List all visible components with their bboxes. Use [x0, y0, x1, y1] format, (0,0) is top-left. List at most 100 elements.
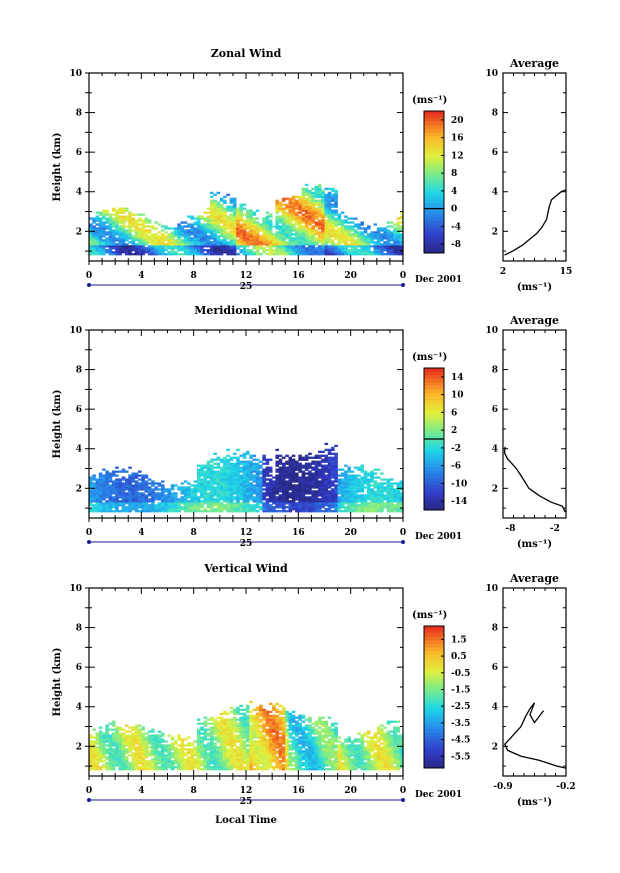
- heatmap-cell: [115, 219, 119, 222]
- heatmap-cell: [331, 195, 335, 198]
- heatmap-cell: [285, 215, 289, 218]
- heatmap-cell: [95, 219, 100, 222]
- heatmap-cell: [334, 191, 338, 195]
- heatmap-cell: [144, 229, 149, 232]
- heatmap-cell: [177, 768, 181, 771]
- heatmap-cell: [98, 235, 103, 238]
- heatmap-cell: [242, 484, 247, 487]
- heatmap-cell: [154, 239, 158, 242]
- heatmap-cell: [105, 750, 109, 753]
- heatmap-cell: [386, 247, 391, 250]
- heatmap-cell: [226, 207, 230, 210]
- heatmap-cell: [98, 756, 103, 759]
- heatmap-cell: [357, 482, 361, 485]
- heatmap-cell: [239, 251, 244, 254]
- heatmap-cell: [331, 221, 335, 224]
- heatmap-cell: [301, 241, 306, 244]
- heatmap-cell: [321, 478, 325, 481]
- heatmap-cell: [98, 472, 103, 475]
- heatmap-cell: [363, 486, 368, 489]
- heatmap-cell: [216, 466, 221, 469]
- heatmap-cell: [367, 249, 371, 252]
- heatmap-cell: [111, 738, 116, 741]
- heatmap-cell: [115, 251, 119, 254]
- heatmap-cell: [223, 249, 227, 252]
- heatmap-cell: [216, 249, 221, 252]
- heatmap-cell: [288, 229, 293, 232]
- heatmap-cell: [327, 450, 332, 453]
- heatmap-cell: [183, 500, 188, 503]
- heatmap-cell: [89, 490, 93, 493]
- heatmap-cell: [311, 460, 315, 463]
- heatmap-cell: [183, 492, 188, 495]
- heatmap-cell: [108, 233, 113, 236]
- heatmap-cell: [252, 508, 257, 511]
- heatmap-cell: [370, 494, 374, 497]
- heatmap-cell: [105, 231, 109, 234]
- heatmap-cell: [317, 233, 322, 236]
- heatmap-cell: [232, 251, 237, 254]
- heatmap-cell: [255, 486, 260, 489]
- heatmap-cell: [363, 253, 368, 256]
- heatmap-cell: [396, 221, 401, 224]
- heatmap-cell: [386, 510, 391, 513]
- heatmap-cell: [229, 243, 234, 246]
- heatmap-cell: [98, 492, 103, 495]
- heatmap-cell: [367, 484, 371, 487]
- heatmap-cell: [340, 492, 345, 495]
- heatmap-cell: [95, 736, 100, 739]
- heatmap-cell: [350, 241, 355, 244]
- heatmap-cell: [337, 510, 342, 513]
- heatmap-cell: [216, 462, 221, 465]
- colorbar-segment: [424, 224, 444, 229]
- heatmap-cell: [344, 225, 348, 228]
- heatmap-cell: [285, 470, 289, 473]
- colorbar-segment: [424, 414, 444, 419]
- heatmap-cell: [278, 468, 283, 471]
- heatmap-cell: [147, 219, 152, 222]
- heatmap-cell: [376, 482, 381, 485]
- heatmap-cell: [108, 500, 113, 503]
- heatmap-cell: [236, 486, 240, 489]
- heatmap-cell: [206, 241, 211, 244]
- heatmap-cell: [272, 500, 276, 503]
- heatmap-cell: [196, 766, 201, 769]
- heatmap-cell: [334, 480, 338, 483]
- heatmap-cell: [180, 245, 185, 248]
- heatmap-cell: [236, 239, 240, 242]
- heatmap-cell: [108, 223, 113, 226]
- heatmap-cell: [216, 506, 221, 509]
- heatmap-cell: [92, 227, 96, 230]
- heatmap-cell: [331, 229, 335, 232]
- heatmap-cell: [183, 752, 188, 755]
- heatmap-cell: [262, 454, 266, 457]
- heatmap-cell: [111, 225, 116, 228]
- heatmap-cell: [399, 492, 404, 495]
- heatmap-cell: [268, 468, 273, 471]
- heatmap-cell: [272, 486, 276, 489]
- panel-title: Vertical Wind: [203, 562, 288, 575]
- heatmap-cell: [285, 490, 289, 493]
- heatmap-cell: [213, 750, 217, 753]
- heatmap-cell: [223, 478, 227, 481]
- heatmap-cell: [89, 764, 93, 767]
- heatmap-cell: [317, 460, 322, 463]
- heatmap-cell: [206, 464, 211, 467]
- heatmap-cell: [347, 229, 351, 232]
- heatmap-cell: [337, 233, 342, 236]
- heatmap-cell: [278, 249, 283, 252]
- heatmap-cell: [118, 736, 123, 739]
- heatmap-cell: [246, 225, 250, 228]
- heatmap-cell: [308, 219, 312, 222]
- heatmap-cell: [102, 221, 106, 224]
- heatmap-cell: [249, 470, 253, 473]
- heatmap-cell: [226, 221, 230, 224]
- heatmap-cell: [373, 480, 378, 483]
- heatmap-cell: [268, 504, 273, 507]
- heatmap-cell: [160, 506, 165, 509]
- heatmap-cell: [115, 742, 119, 745]
- heatmap-cell: [357, 486, 361, 489]
- heatmap-cell: [219, 233, 224, 236]
- heatmap-cell: [216, 229, 221, 232]
- heatmap-cell: [210, 472, 214, 475]
